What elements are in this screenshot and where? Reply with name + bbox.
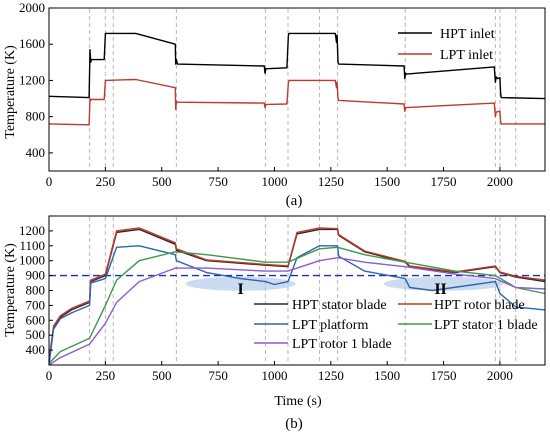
legend-hpt-inlet-label: HPT inlet <box>440 27 495 42</box>
x-tick-label: 1500 <box>374 174 400 189</box>
x-tick-label: 1250 <box>318 368 344 383</box>
x-tick-label: 1000 <box>261 174 287 189</box>
x-tick-label: 1250 <box>318 174 344 189</box>
series-lpt-stator-1-blade-line <box>48 246 546 364</box>
series-lpt-rotor-1-blade-line <box>48 257 546 366</box>
legend-hpt-stator-label: HPT stator blade <box>292 298 387 313</box>
legend-hpt-rotor-label: HPT rotor blade <box>434 298 525 313</box>
x-tick-label: 0 <box>46 174 53 189</box>
panel-a-axes-frame <box>48 7 546 172</box>
panel-a-x-ticks: 0 250 500 750 1000 1250 1500 1750 2000 <box>46 167 513 189</box>
y-tick-label: 700 <box>26 297 46 312</box>
y-tick-label: 400 <box>26 342 46 357</box>
legend-lpt-stator1-label: LPT stator 1 blade <box>434 318 538 333</box>
panel-a-label: (a) <box>286 193 303 209</box>
panel-a: 0 250 500 750 1000 1250 1500 1750 2000 400 800 120… <box>3 0 546 209</box>
y-tick-label: 800 <box>26 109 46 124</box>
panel-b-y-axis-title: Temperature (K) <box>3 243 18 337</box>
x-tick-label: 0 <box>46 368 53 383</box>
panel-b-label: (b) <box>285 416 303 432</box>
series-lpt-platform-line <box>48 245 546 366</box>
panel-b-vertical-markers <box>89 217 517 364</box>
panel-b-legend: HPT stator blade HPT rotor blade LPT pla… <box>254 298 538 352</box>
x-tick-label: 1000 <box>261 368 287 383</box>
panel-b-x-ticks: 0 250 500 750 1000 1250 1500 1750 2000 <box>46 361 513 383</box>
legend-lpt-inlet-label: LPT inlet <box>440 48 493 63</box>
panel-b-regions <box>185 276 504 291</box>
y-tick-label: 400 <box>26 145 46 160</box>
panel-a-legend: HPT inlet LPT inlet <box>398 27 495 63</box>
series-lpt-inlet-line <box>48 78 545 126</box>
x-tick-label: 500 <box>152 174 172 189</box>
region-i-ellipse <box>185 276 296 291</box>
legend-lpt-rotor1-label: LPT rotor 1 blade <box>292 337 392 352</box>
x-tick-label: 750 <box>208 174 228 189</box>
x-tick-label: 2000 <box>487 368 513 383</box>
region-ii-label: II <box>434 281 446 298</box>
x-tick-label: 500 <box>152 368 172 383</box>
panel-a-y-axis-title: Temperature (K) <box>3 45 18 139</box>
y-tick-label: 1200 <box>19 223 45 238</box>
y-tick-label: 1100 <box>19 238 45 253</box>
x-tick-label: 250 <box>96 368 116 383</box>
y-tick-label: 1000 <box>19 253 45 268</box>
x-tick-label: 750 <box>208 368 228 383</box>
y-tick-label: 1200 <box>19 72 45 87</box>
y-tick-label: 900 <box>26 268 46 283</box>
panel-a-vertical-markers <box>89 9 517 170</box>
y-tick-label: 600 <box>26 312 46 327</box>
panel-a-series <box>48 32 546 126</box>
panel-b-series <box>48 227 546 366</box>
x-tick-label: 2000 <box>487 174 513 189</box>
legend-lpt-platform-label: LPT platform <box>292 318 368 333</box>
y-tick-label: 500 <box>26 327 46 342</box>
panel-b-x-axis-title: Time (s) <box>274 394 322 409</box>
x-tick-label: 1750 <box>431 368 457 383</box>
panel-b: 0 250 500 750 1000 1250 1500 1750 2000 400500600… <box>3 215 546 432</box>
y-tick-label: 1600 <box>19 36 45 51</box>
y-tick-label: 2000 <box>19 0 45 15</box>
region-ii-ellipse <box>383 276 504 291</box>
series-hpt-inlet-line <box>48 32 546 100</box>
panel-b-region-labels: I II <box>238 281 447 298</box>
region-i-label: I <box>238 281 244 298</box>
x-tick-label: 1750 <box>431 174 457 189</box>
y-tick-label: 800 <box>26 283 46 298</box>
panel-a-y-ticks: 400 800 1200 1600 2000 <box>19 0 53 160</box>
x-tick-label: 250 <box>96 174 116 189</box>
x-tick-label: 1500 <box>374 368 400 383</box>
